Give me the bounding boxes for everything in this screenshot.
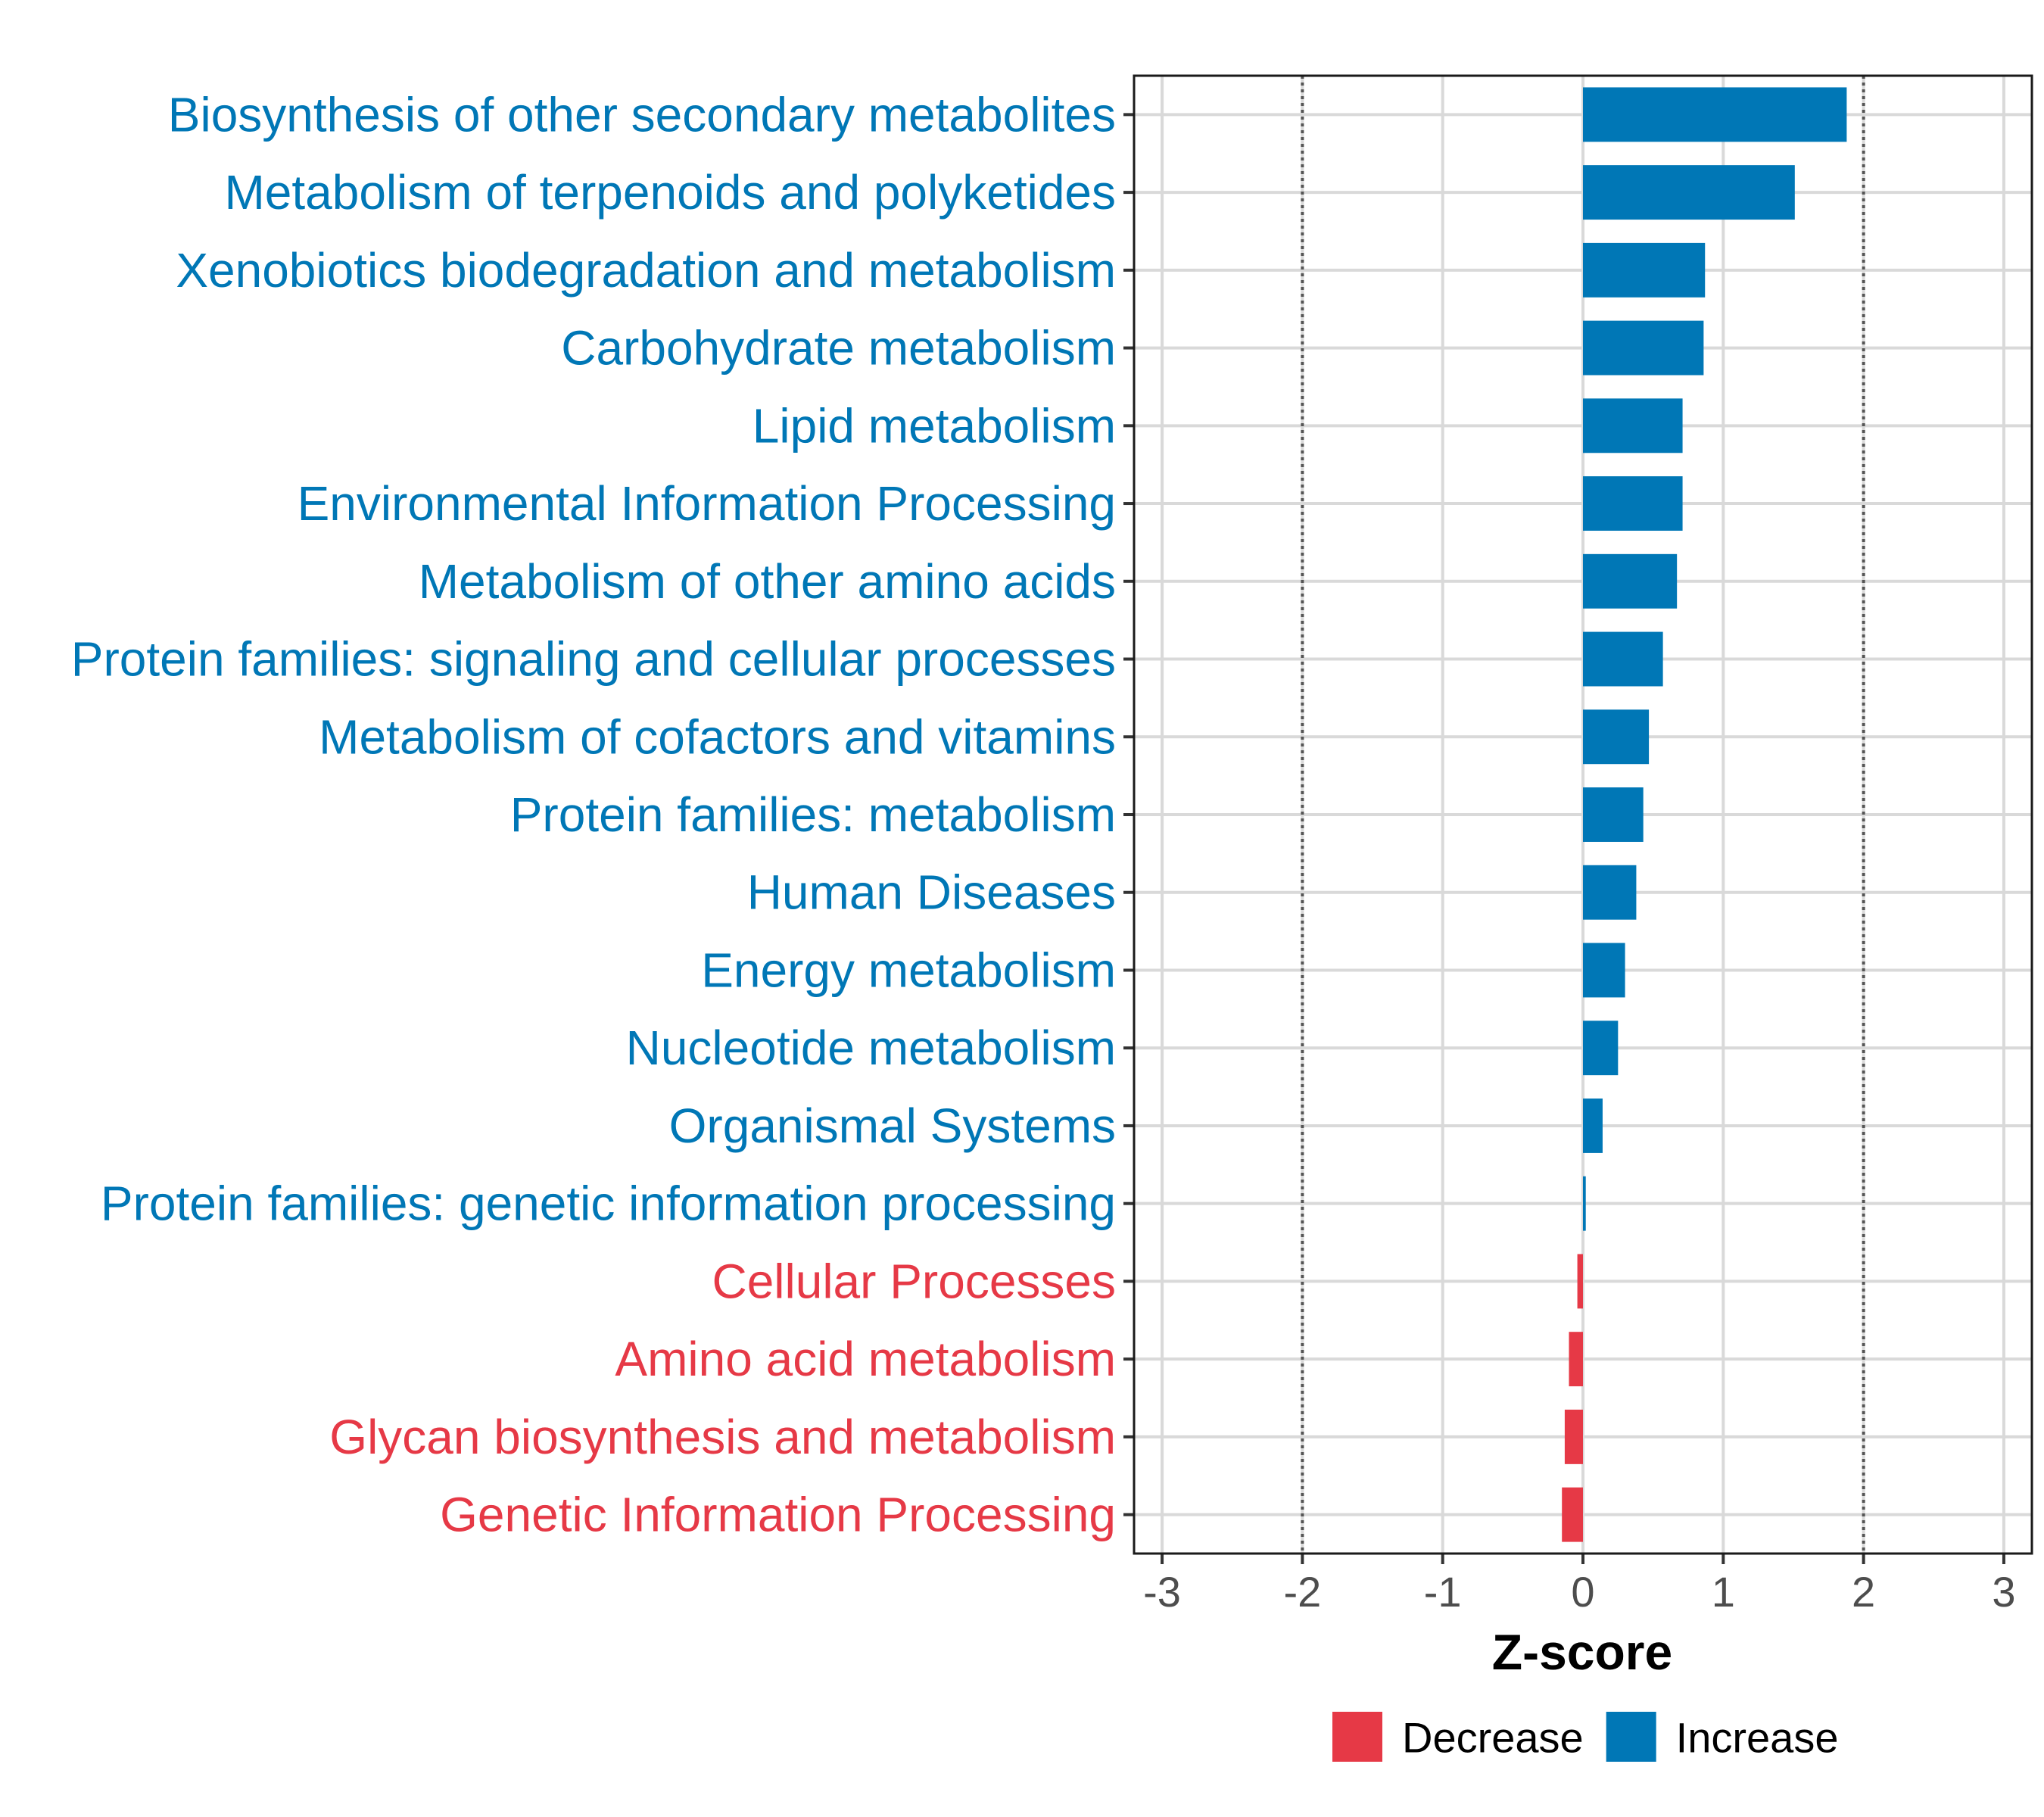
x-axis: -3 -2 -1 0 1 2 3 — [1143, 1554, 2016, 1616]
bar — [1577, 1254, 1583, 1309]
category-label: Cellular Processes — [712, 1254, 1116, 1308]
x-tick-label: 2 — [1852, 1568, 1875, 1616]
bar — [1583, 631, 1663, 687]
legend-swatch — [1332, 1712, 1382, 1762]
x-tick-label: -1 — [1424, 1568, 1462, 1616]
bar — [1583, 709, 1650, 765]
bar — [1583, 787, 1644, 842]
legend-label: Increase — [1676, 1714, 1839, 1762]
bar — [1569, 1332, 1583, 1387]
category-label: Amino acid metabolism — [615, 1332, 1116, 1386]
x-tick-label: 0 — [1571, 1568, 1594, 1616]
bar — [1583, 943, 1625, 998]
legend-label: Decrease — [1402, 1714, 1584, 1762]
bar — [1583, 476, 1683, 531]
category-label: Protein families: metabolism — [510, 787, 1116, 842]
bar — [1583, 1021, 1619, 1076]
category-label: Environmental Information Processing — [298, 476, 1116, 531]
bar-group — [1562, 87, 1847, 1542]
bar — [1583, 1176, 1586, 1231]
bar — [1583, 87, 1847, 142]
x-tick-label: -2 — [1283, 1568, 1321, 1616]
category-label: Genetic Information Processing — [440, 1488, 1116, 1542]
bar — [1564, 1409, 1583, 1464]
legend-swatch — [1606, 1712, 1656, 1762]
bar — [1583, 398, 1683, 453]
category-label: Metabolism of cofactors and vitamins — [319, 709, 1116, 764]
legend: Decrease Increase — [1332, 1712, 1838, 1762]
category-label: Protein families: signaling and cellular… — [71, 632, 1116, 687]
bar — [1583, 242, 1706, 298]
category-label: Metabolism of other amino acids — [419, 554, 1116, 609]
x-tick-label: 1 — [1712, 1568, 1735, 1616]
category-label: Energy metabolism — [701, 943, 1116, 997]
x-axis-title: Z-score — [1492, 1624, 1672, 1680]
bar — [1583, 165, 1795, 220]
category-label: Glycan biosynthesis and metabolism — [329, 1410, 1116, 1464]
category-label: Protein families: genetic information pr… — [101, 1177, 1116, 1231]
category-label: Nucleotide metabolism — [626, 1021, 1116, 1075]
x-tick-label: -3 — [1143, 1568, 1181, 1616]
panel-border — [1133, 74, 2033, 1555]
category-label: Human Diseases — [747, 865, 1116, 920]
bar — [1583, 865, 1637, 920]
category-label: Xenobiotics biodegradation and metabolis… — [176, 243, 1116, 298]
category-label: Lipid metabolism — [752, 398, 1116, 453]
category-label: Carbohydrate metabolism — [561, 321, 1116, 376]
bar — [1583, 320, 1704, 376]
x-tick-label: 3 — [1992, 1568, 2015, 1616]
category-label: Organismal Systems — [669, 1099, 1116, 1153]
category-label: Metabolism of terpenoids and polyketides — [224, 165, 1116, 220]
bar — [1583, 1098, 1603, 1153]
bar — [1583, 553, 1678, 609]
category-labels: Biosynthesis of other secondary metaboli… — [71, 87, 1134, 1542]
bar — [1562, 1487, 1583, 1542]
category-label: Biosynthesis of other secondary metaboli… — [168, 87, 1116, 142]
